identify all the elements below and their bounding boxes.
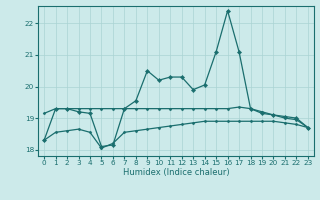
X-axis label: Humidex (Indice chaleur): Humidex (Indice chaleur) (123, 168, 229, 177)
